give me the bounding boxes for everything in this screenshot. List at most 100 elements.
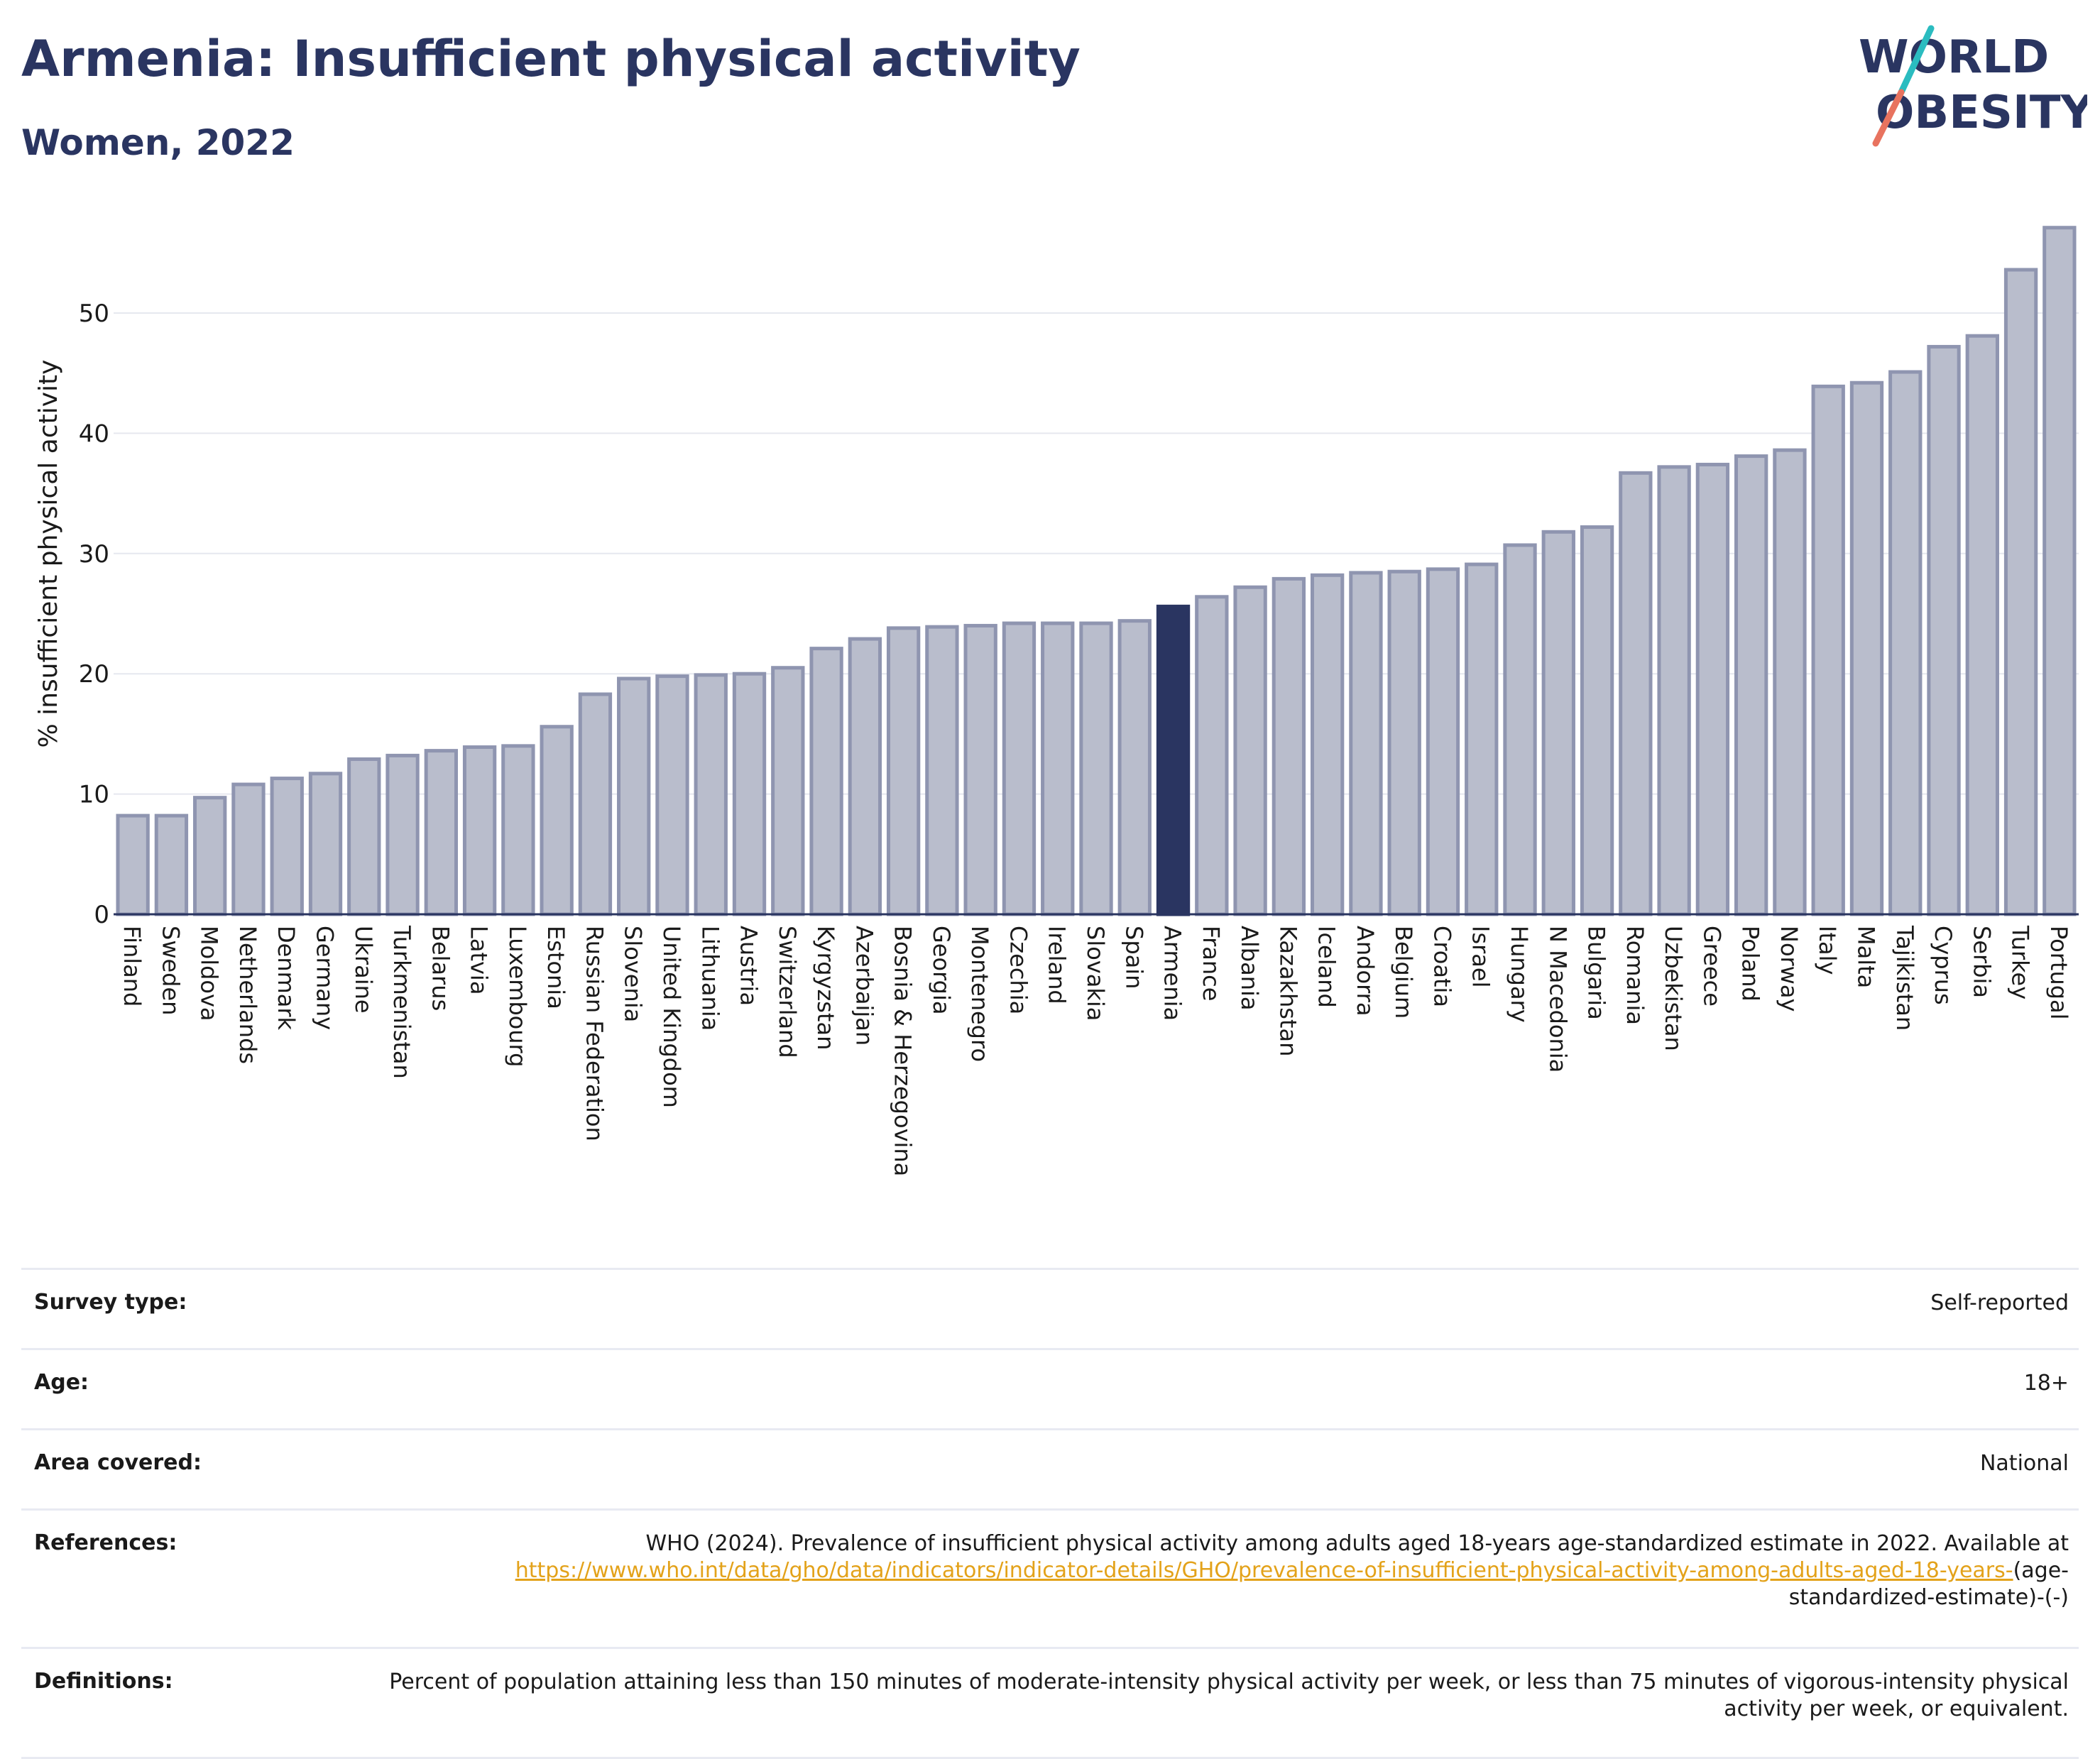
bar-cyprus [1927,344,1961,916]
bar-albania [1233,585,1267,916]
x-tick-label: Moldova [196,926,223,1021]
y-tick-label: 40 [79,420,109,448]
meta-row-age: Age: 18+ [21,1348,2079,1430]
meta-row-survey: Survey type: Self-reported [21,1268,2079,1349]
bar-kazakhstan [1272,576,1306,916]
x-tick-label: Turkmenistan [388,925,415,1079]
chart-subtitle: Women, 2022 [21,122,295,163]
bar-israel [1465,562,1499,916]
x-tick-label: Finland [119,926,146,1007]
x-tick-label: Slovenia [620,926,647,1022]
x-tick-label: Russian Federation [581,926,608,1141]
bar-netherlands [231,782,266,916]
x-tick-label: Armenia [1159,926,1186,1021]
x-tick-label: Norway [1776,926,1803,1012]
bar-latvia [462,745,497,916]
bar-hungary [1503,543,1537,916]
bar-denmark [270,777,304,916]
x-tick-label: Austria [735,926,762,1006]
references-label: References: [21,1508,389,1648]
bar-serbia [1965,334,1999,916]
x-tick-label: Uzbekistan [1660,926,1687,1051]
bar-montenegro [963,623,997,916]
survey-type-label: Survey type: [21,1268,389,1349]
bars [116,226,2077,916]
metadata-table: Survey type: Self-reported Age: 18+ Area… [21,1268,2079,1759]
bar-ireland [1041,621,1075,916]
y-axis-label: % insufficient physical activity [34,360,63,748]
x-tick-label: Switzerland [774,926,801,1058]
bar-spain [1117,619,1152,916]
bar-austria [732,672,767,916]
bar-slovakia [1079,621,1113,916]
bar-tajikistan [1888,370,1923,916]
bar-belarus [424,749,459,916]
bar-greece [1695,462,1730,916]
x-tick-label: Greece [1698,926,1725,1007]
bar-poland [1734,454,1768,916]
bar-andorra [1349,571,1383,916]
bar-turkey [2003,268,2038,916]
bar-switzerland [771,666,805,916]
bar-ukraine [347,757,381,916]
world-obesity-logo: WORLD OBESITY [1859,25,2087,147]
x-tick-label: Bulgaria [1583,926,1610,1020]
meta-row-references: References: WHO (2024). Prevalence of in… [21,1508,2079,1648]
bar-n-macedonia [1541,530,1575,916]
logo-accent-bottom [1872,89,1905,147]
logo-text-obesity: OBESITY [1876,87,2087,139]
definitions-value: Percent of population attaining less tha… [389,1647,2079,1759]
x-tick-label: Israel [1467,926,1494,987]
bar-portugal [2042,226,2077,916]
y-tick-label: 50 [79,300,109,328]
x-tick-label: Spain [1120,926,1147,989]
x-tick-label: United Kingdom [658,926,685,1108]
bar-bosnia-herzegovina [886,626,921,916]
references-tail: (age-standardized-estimate)-(-) [1788,1558,2069,1610]
bar-iceland [1310,573,1345,916]
bar-russian-federation [578,692,613,916]
x-tick-label: Germany [312,926,339,1030]
area-value: National [389,1428,2079,1510]
bar-turkmenistan [385,753,420,916]
bar-kyrgyzstan [809,647,843,916]
x-tick-label: Netherlands [234,926,261,1064]
x-tick-label: Poland [1737,926,1764,1002]
survey-type-value: Self-reported [389,1268,2079,1349]
y-axis-ticks: 0 10 20 30 40 50 [79,300,109,929]
x-axis-ticks: Finland Sweden Moldova Netherlands Denmark Ge… [119,925,2072,1176]
x-tick-label: Czechia [1005,926,1032,1014]
x-tick-label: Cyprus [1930,926,1957,1005]
chart-title: Armenia: Insufficient physical activity [21,30,1081,88]
bar-luxembourg [501,744,535,916]
bar-romania [1619,471,1653,916]
bar-united-kingdom [655,674,689,916]
bar-georgia [925,625,959,916]
meta-row-definitions: Definitions: Percent of population attai… [21,1647,2079,1759]
y-tick-label: 20 [79,660,109,689]
bar-slovenia [617,676,651,916]
bar-moldova [193,796,227,916]
x-tick-label: Albania [1236,926,1263,1010]
bar-france [1195,595,1229,916]
x-tick-label: Lithuania [696,926,723,1031]
bar-germany [308,772,343,916]
x-tick-label: Portugal [2045,926,2072,1020]
references-link[interactable]: https://www.who.int/data/gho/data/indica… [515,1558,2013,1583]
bar-bulgaria [1580,525,1614,916]
x-tick-label: Ireland [1044,926,1071,1004]
x-tick-label: Tajikistan [1891,925,1918,1031]
x-tick-label: Luxembourg [504,926,531,1067]
x-tick-label: Kazakhstan [1274,926,1301,1056]
area-label: Area covered: [21,1428,389,1510]
meta-row-area: Area covered: National [21,1428,2079,1510]
bar-finland [116,813,150,916]
y-tick-label: 10 [79,781,109,809]
bar-lithuania [694,673,728,916]
bar-italy [1811,384,1845,916]
x-tick-label: Azerbaijan [851,926,877,1046]
x-tick-label: Latvia [466,926,493,994]
x-tick-label: Romania [1622,926,1648,1025]
x-tick-label: Hungary [1506,926,1533,1023]
x-tick-label: Belarus [427,926,454,1011]
